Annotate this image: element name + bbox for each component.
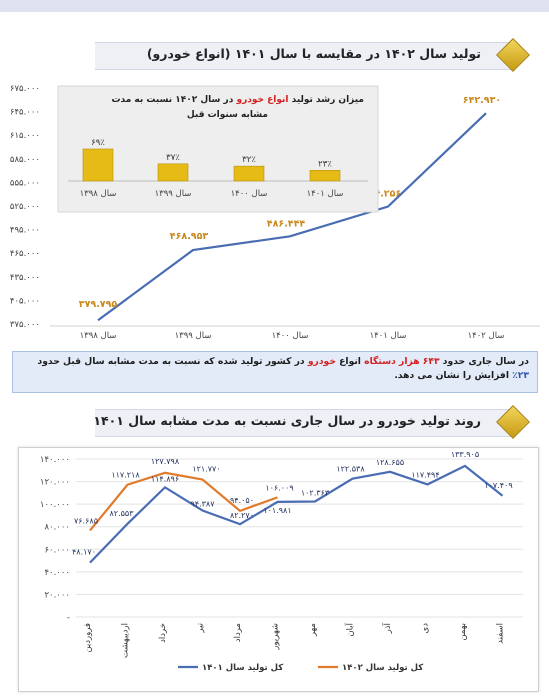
legend-label: کل تولید سال ۱۴۰۱: [202, 663, 283, 673]
top-frame: [0, 0, 549, 12]
x-tick-label: سال ۱۴۰۱: [370, 331, 407, 341]
data-label: ۶۴۲.۹۳۰: [463, 95, 501, 106]
data-label: ۱۲۱.۷۷۰: [192, 465, 220, 474]
annual-production-chart: ۳۷۵.۰۰۰ ۴۰۵.۰۰۰ ۴۳۵.۰۰۰ ۴۶۵.۰۰۰ ۴۹۵.۰۰۰ ۵۲۵.۰…: [10, 84, 540, 341]
data-label: ۱۰۱.۹۸۱: [263, 506, 291, 515]
data-label: ۱۳۳.۹۰۵: [451, 450, 479, 459]
note-highlight-vehicle: خودرو: [307, 356, 336, 367]
x-tick-label: اسفند: [496, 623, 506, 644]
section-header-production-1402: تولید سال ۱۴۰۲ در مقایسه با سال ۱۴۰۱ (ان…: [95, 42, 515, 70]
inset-category-label: سال ۱۳۹۹: [155, 189, 192, 199]
inset-bar: [157, 163, 189, 182]
data-label: ۱۲۲.۵۳۸: [336, 465, 365, 474]
x-tick-label: سال ۱۳۹۸: [80, 331, 117, 341]
x-tick-label: شهریور: [271, 623, 281, 651]
x-tick-label: اردیبهشت: [121, 623, 131, 658]
data-label: ۴۸.۱۷۰: [72, 548, 96, 557]
y-tick-label: ۳۷۵.۰۰۰: [10, 320, 40, 330]
section-title: تولید سال ۱۴۰۲ در مقایسه با سال ۱۴۰۱ (ان…: [146, 46, 481, 61]
x-tick-label: سال ۱۴۰۰: [272, 331, 309, 341]
data-label: ۷۶.۶۸۵: [74, 516, 98, 525]
data-label: ۱۰۶.۰۰۹: [265, 483, 293, 492]
y-tick-label: ۵۸۵.۰۰۰: [10, 155, 40, 165]
y-tick-label: ۴۳۵.۰۰۰: [10, 273, 40, 283]
series-line: [89, 471, 278, 532]
data-label: ۱۰۲.۳۶۳: [301, 488, 330, 497]
y-tick-label: ۴۰.۰۰۰: [44, 568, 70, 578]
y-tick-label: ۱۰۰.۰۰۰: [40, 500, 70, 510]
inset-bar-label: ۳۲٪: [242, 155, 256, 165]
data-label: ۱۱۷.۲۱۸: [111, 471, 140, 480]
x-tick-label: فروردین: [83, 623, 93, 653]
note-highlight-count: ۶۴۳ هزار دستگاه: [364, 356, 440, 367]
data-label: ۹۴.۳۸۷: [190, 499, 215, 508]
inset-title-line2: مشابه سنوات قبل: [187, 110, 268, 120]
monthly-chart-panel: [18, 447, 539, 692]
data-label: ۱۱۷.۴۹۴: [411, 470, 439, 479]
inset-bar-label: ۶۹٪: [91, 138, 105, 148]
x-tick-label: مرداد: [233, 623, 243, 642]
y-tick-label: ۵۵۵.۰۰۰: [10, 178, 40, 188]
data-label: ۴۸۶.۴۴۴: [267, 218, 306, 229]
legend-label: کل تولید سال ۱۴۰۲: [342, 663, 423, 673]
section-title: روند تولید خودرو در سال جاری نسبت به مدت…: [93, 413, 481, 428]
y-tick-label: ۶۴۵.۰۰۰: [10, 108, 40, 118]
x-tick-label: دی: [421, 623, 431, 634]
y-tick-label: ۵۲۵.۰۰۰: [10, 202, 40, 212]
data-label: ۱۲۸.۶۵۵: [376, 458, 404, 467]
data-label: ۱۲۷.۷۹۸: [151, 457, 180, 466]
x-tick-label: آذر: [381, 622, 393, 634]
data-label: ۴۶۸.۹۵۳: [170, 231, 209, 242]
y-tick-label: ۶۱۵.۰۰۰: [10, 131, 40, 141]
data-label: ۱۰۷.۴۰۹: [484, 481, 512, 490]
x-tick-label: بهمن: [458, 623, 468, 641]
inset-category-label: سال ۱۴۰۱: [307, 189, 344, 199]
section-header-monthly-trend: روند تولید خودرو در سال جاری نسبت به مدت…: [93, 409, 515, 437]
x-tick-label: تیر: [196, 622, 206, 633]
inset-bar: [82, 148, 114, 182]
y-tick-label: ۴۶۵.۰۰۰: [10, 249, 40, 259]
data-label: ۵۲۴.۲۵۶: [363, 189, 401, 200]
inset-bar: [309, 170, 341, 182]
y-tick-label: ۲۰.۰۰۰: [44, 590, 70, 600]
inset-category-label: سال ۱۳۹۸: [80, 189, 117, 199]
summary-note: در سال جاری حدود ۶۴۳ هزار دستگاه انواع خ…: [12, 351, 538, 393]
data-label: ۸۲.۵۵۳: [109, 509, 134, 518]
monthly-production-chart: - ۲۰.۰۰۰ ۴۰.۰۰۰ ۶۰.۰۰۰ ۸۰.۰۰۰ ۱۰۰.۰۰۰ ۱۲۰.۰۰۰ ۱…: [40, 450, 523, 673]
y-tick-label: ۶۰.۰۰۰: [44, 545, 70, 555]
x-tick-label: آبان: [344, 622, 356, 636]
inset-bar-label: ۳۷٪: [166, 153, 180, 163]
inset-bar-label: ۲۳٪: [318, 159, 332, 169]
data-label: ۸۲.۲۷۰: [230, 511, 254, 520]
x-tick-label: مهر: [308, 623, 318, 637]
x-tick-label: سال ۱۴۰۲: [468, 331, 505, 341]
x-tick-label: خرداد: [158, 623, 168, 643]
x-tick-label: سال ۱۳۹۹: [175, 331, 212, 341]
data-label: ۱۱۴.۸۹۶: [151, 474, 179, 483]
series-line: [97, 112, 487, 322]
y-tick-label: ۴۹۵.۰۰۰: [10, 226, 40, 236]
y-tick-label: ۴۰۵.۰۰۰: [10, 296, 40, 306]
inset-bar: [233, 165, 265, 182]
y-tick-label: -: [67, 613, 70, 623]
inset-title: میزان رشد تولید انواع خودرو در سال ۱۴۰۲ …: [111, 95, 364, 105]
y-tick-label: ۱۴۰.۰۰۰: [40, 455, 70, 465]
y-tick-label: ۸۰.۰۰۰: [44, 523, 70, 533]
data-label: ۹۴.۰۵۰: [230, 496, 254, 505]
series-line: [89, 464, 504, 564]
data-label: ۳۷۹.۷۹۵: [79, 299, 118, 310]
y-tick-label: ۱۲۰.۰۰۰: [40, 478, 70, 488]
note-highlight-percent: ۲۳٪: [512, 370, 529, 381]
inset-category-label: سال ۱۴۰۰: [231, 189, 268, 199]
y-tick-label: ۶۷۵.۰۰۰: [10, 84, 40, 94]
